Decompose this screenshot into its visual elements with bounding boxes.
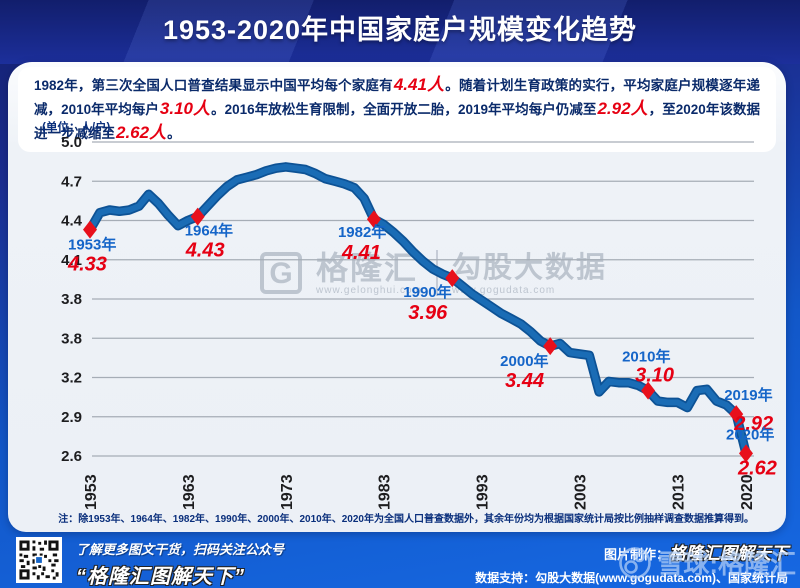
intro-segment: ，至2020年该数据进一步减缩至 <box>34 102 760 141</box>
point-year-label: 2000年 <box>500 352 548 370</box>
point-value-label: 3.44 <box>505 370 544 392</box>
point-year-label: 1982年 <box>338 223 386 241</box>
qr-caption-line1: 了解更多图文干货，扫码关注公众号 <box>76 542 285 557</box>
data-point-marker <box>445 269 460 288</box>
point-value-label: 3.10 <box>635 365 674 387</box>
x-tick-label: 1973 <box>279 474 296 510</box>
x-tick-label: 1963 <box>181 474 198 510</box>
point-year-label: 2010年 <box>622 348 670 366</box>
qr-caption: 了解更多图文干货，扫码关注公众号 “格隆汇图解天下” <box>76 539 284 588</box>
footer-credits: 图片制作：格隆汇图解天下 数据支持：勾股大数据(www.gogudata.com… <box>475 539 788 586</box>
y-tick-label: 4.1 <box>61 252 82 269</box>
header-banner: 1953-2020年中国家庭户规模变化趋势 <box>0 0 800 64</box>
point-value-label: 3.96 <box>408 302 448 324</box>
x-tick-label: 2013 <box>670 474 687 510</box>
y-tick-label: 4.4 <box>61 213 83 230</box>
data-point-marker <box>739 444 753 463</box>
intro-highlight: 4.41人 <box>393 75 445 94</box>
data-point-marker <box>190 207 205 226</box>
data-point-marker <box>543 337 558 356</box>
y-tick-label: 2.9 <box>61 409 82 426</box>
unit-label: (单位：人/户) <box>42 120 111 134</box>
point-value-label: 4.41 <box>341 242 381 264</box>
x-tick-label: 2003 <box>573 474 590 510</box>
data-point-marker <box>366 210 381 229</box>
footer-banner: 了解更多图文干货，扫码关注公众号 “格隆汇图解天下” 图片制作：格隆汇图解天下 … <box>0 532 800 588</box>
y-tick-label: 2.6 <box>61 448 82 465</box>
qr-code-icon <box>16 537 62 583</box>
credit-maker-label: 图片制作： <box>603 547 669 562</box>
point-value-label: 2.92 <box>733 413 773 435</box>
point-year-label: 1953年 <box>68 236 116 254</box>
page-title: 1953-2020年中国家庭户规模变化趋势 <box>162 15 638 45</box>
y-tick-label: 3.2 <box>61 370 82 387</box>
intro-segment: 1982年，第三次全国人口普查结果显示中国平均每个家庭有 <box>34 78 393 93</box>
qr-caption-line2: “格隆汇图解天下” <box>76 566 245 588</box>
credit-maker-value: 格隆汇图解天下 <box>669 544 788 563</box>
data-point-marker <box>83 220 97 239</box>
intro-segment: 。2016年放松生育限制，全面开放二胎，2019年平均每户仍减至 <box>211 102 597 117</box>
data-point-marker <box>641 381 656 400</box>
point-year-label: 1990年 <box>403 283 451 301</box>
point-year-label: 2020年 <box>726 425 774 443</box>
point-year-label: 1964年 <box>185 222 233 240</box>
content-card: 1982年，第三次全国人口普查结果显示中国平均每个家庭有4.41人。随着计划生育… <box>8 62 786 532</box>
point-value-label: 4.43 <box>185 240 225 262</box>
x-tick-label: 1983 <box>377 474 394 510</box>
y-tick-label: 3.8 <box>61 291 82 308</box>
chart-note: 注：除1953年、1964年、1982年、1990年、2000年、2010年、2… <box>58 512 754 525</box>
y-tick-label: 3.8 <box>61 330 82 347</box>
point-value-label: 4.33 <box>67 254 107 276</box>
point-year-label: 2019年 <box>724 386 772 404</box>
x-tick-label: 1953 <box>83 474 100 510</box>
intro-text: 1982年，第三次全国人口普查结果显示中国平均每个家庭有4.41人。随着计划生育… <box>18 67 776 152</box>
intro-highlight: 2.62人 <box>116 123 167 142</box>
credit-data-support: 数据支持：勾股大数据(www.gogudata.com)、国家统计局 <box>475 571 788 585</box>
y-tick-label: 5.0 <box>61 134 82 151</box>
y-tick-label: 4.7 <box>61 173 82 190</box>
intro-segment: 。 <box>167 126 181 141</box>
chart-area: 5.0 4.7 4.4 4.1 3.8 3.8 3.2 2.9 2.6 1953 1963 1973 1… <box>8 118 786 530</box>
data-point-marker <box>729 405 744 424</box>
point-value-label: 2.62 <box>737 457 777 479</box>
x-tick-label: 2020 <box>739 474 756 510</box>
intro-segment: 。随着计划生育政策的实行，平均家庭户规模逐年递减，2010年平均每户 <box>34 78 760 117</box>
intro-highlight: 2.92人 <box>597 99 648 118</box>
intro-highlight: 3.10人 <box>159 99 211 118</box>
x-tick-label: 1993 <box>475 474 492 510</box>
